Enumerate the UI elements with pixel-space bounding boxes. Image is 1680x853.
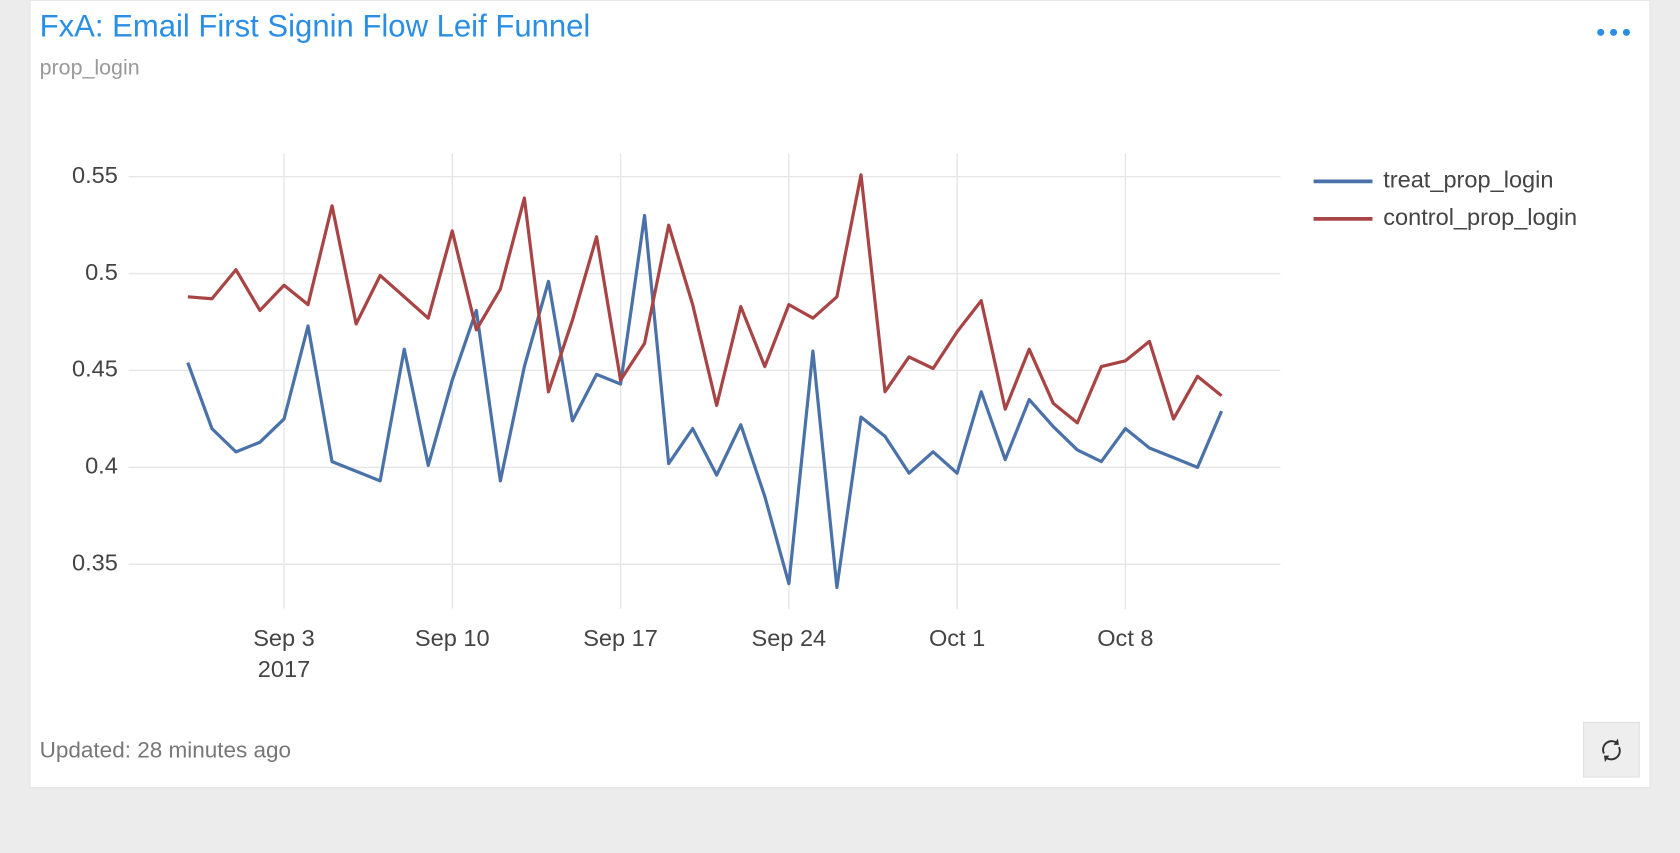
y-tick-label: 0.4 (85, 453, 118, 479)
chart-subtitle: prop_login (40, 55, 140, 79)
updated-text: Updated: 28 minutes ago (40, 737, 291, 762)
x-year-label: 2017 (258, 656, 310, 682)
y-tick-label: 0.5 (85, 259, 118, 285)
legend-label: treat_prop_login (1383, 167, 1553, 193)
x-tick-label: Sep 24 (751, 625, 826, 651)
x-tick-label: Sep 10 (415, 625, 490, 651)
series-line (187, 173, 1223, 425)
refresh-button[interactable] (1583, 721, 1640, 778)
x-tick-label: Oct 1 (929, 625, 985, 651)
y-tick-label: 0.45 (72, 356, 118, 382)
legend-label: control_prop_login (1383, 204, 1577, 230)
y-tick-label: 0.55 (72, 162, 118, 188)
series-line (186, 213, 1224, 590)
x-tick-label: Sep 3 (253, 625, 315, 651)
menu-dots[interactable] (1597, 28, 1630, 36)
x-tick-label: Oct 8 (1097, 625, 1153, 651)
card (29, 0, 1651, 789)
x-tick-label: Sep 17 (583, 625, 658, 651)
y-tick-label: 0.35 (72, 549, 118, 575)
chart-title: FxA: Email First Signin Flow Leif Funnel (40, 8, 591, 43)
